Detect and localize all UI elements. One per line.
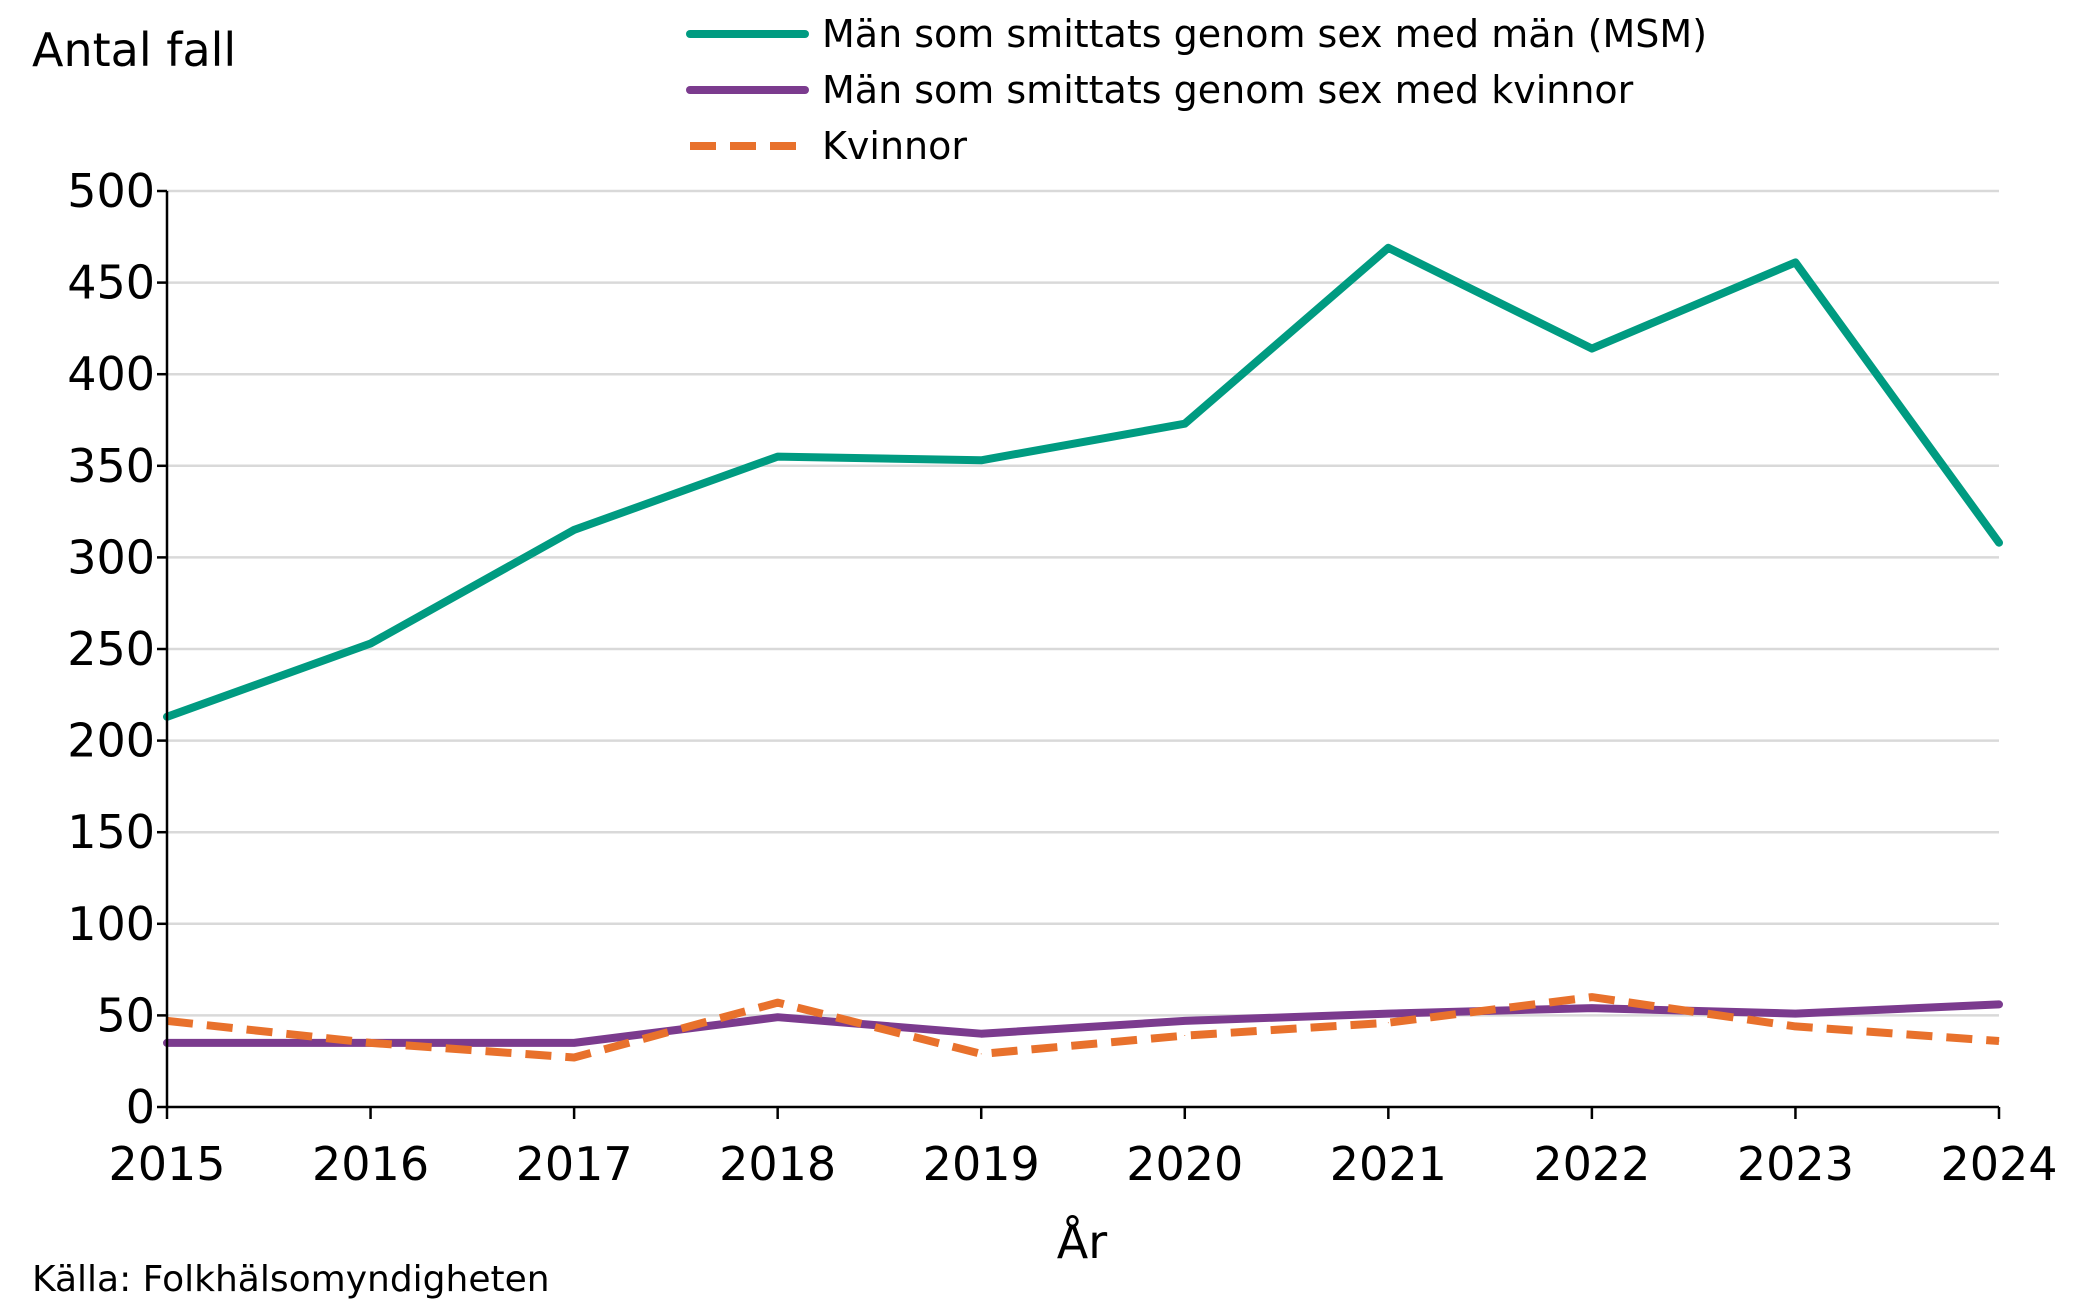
series-line-3 [166,993,2000,1062]
y-tick-label: 350 [67,439,155,493]
y-axis-title: Antal fall [32,23,236,77]
x-tick-label: 2021 [1330,1137,1447,1191]
y-tick-label: 0 [126,1080,155,1134]
y-tick-label: 400 [67,347,155,401]
x-tick-label: 2017 [516,1137,633,1191]
source-note: Källa: Folkhälsomyndigheten [32,1259,550,1300]
y-tick-label: 300 [67,530,155,584]
data-point [1998,1003,2000,1005]
series-line-2 [163,1000,2003,1047]
data-point [777,456,779,458]
data-point [370,1042,372,1044]
gridlines [167,189,1999,1017]
data-point [1184,423,1186,425]
data-point [777,1002,779,1004]
y-tick-label: 200 [67,714,155,768]
y-tick-label: 250 [67,622,155,676]
x-tick-label: 2023 [1737,1137,1854,1191]
data-point [1591,1007,1593,1009]
data-point [1998,1040,2000,1042]
x-axis-title: År [1057,1215,1107,1269]
x-tick-label: 2016 [312,1137,429,1191]
y-tick-label: 50 [96,988,155,1042]
data-point [980,459,982,461]
y-tick-label: 450 [67,256,155,310]
legend-label-2: Män som smittats genom sex med kvinnor [822,68,1634,112]
series-line-1 [163,243,2003,721]
data-point [1591,348,1593,350]
x-tick-label: 2022 [1533,1137,1650,1191]
legend-label-3: Kvinnor [822,124,967,168]
data-point [980,1033,982,1035]
series-lines [163,243,2003,1062]
data-point [370,643,372,645]
data-point [1184,1020,1186,1022]
x-tick-label: 2015 [108,1137,225,1191]
legend-label-1: Män som smittats genom sex med män (MSM) [822,12,1707,56]
y-tick-label: 150 [67,805,155,859]
data-point [1184,1035,1186,1037]
data-point [1387,1022,1389,1024]
data-point [573,1042,575,1044]
data-point [777,1016,779,1018]
data-point [1794,1013,1796,1015]
data-point [1794,261,1796,263]
data-point [1387,247,1389,249]
legend: Män som smittats genom sex med män (MSM)… [686,12,1707,168]
data-point [980,1053,982,1055]
data-point [1591,996,1593,998]
data-point [573,1057,575,1059]
y-tick-label: 100 [67,897,155,951]
y-tick-label: 500 [67,164,155,218]
data-point [573,529,575,531]
x-tick-label: 2024 [1940,1137,2057,1191]
x-tick-label: 2020 [1126,1137,1243,1191]
x-tick-label: 2018 [719,1137,836,1191]
axes: 0 50 100 150 200 250 300 350 400 450 500 2015 2016 20… [67,164,2057,1191]
data-point [1387,1013,1389,1015]
data-point [1998,542,2000,544]
data-point [1794,1025,1796,1027]
x-tick-label: 2019 [923,1137,1040,1191]
